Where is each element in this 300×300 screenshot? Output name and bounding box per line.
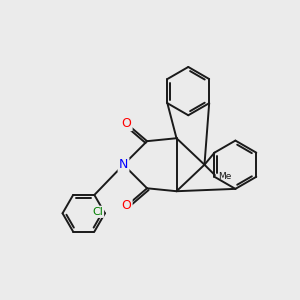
Text: Cl: Cl [92, 207, 103, 217]
Text: O: O [122, 200, 131, 212]
Text: N: N [119, 158, 128, 171]
Text: O: O [122, 117, 131, 130]
Text: Me: Me [218, 172, 232, 181]
